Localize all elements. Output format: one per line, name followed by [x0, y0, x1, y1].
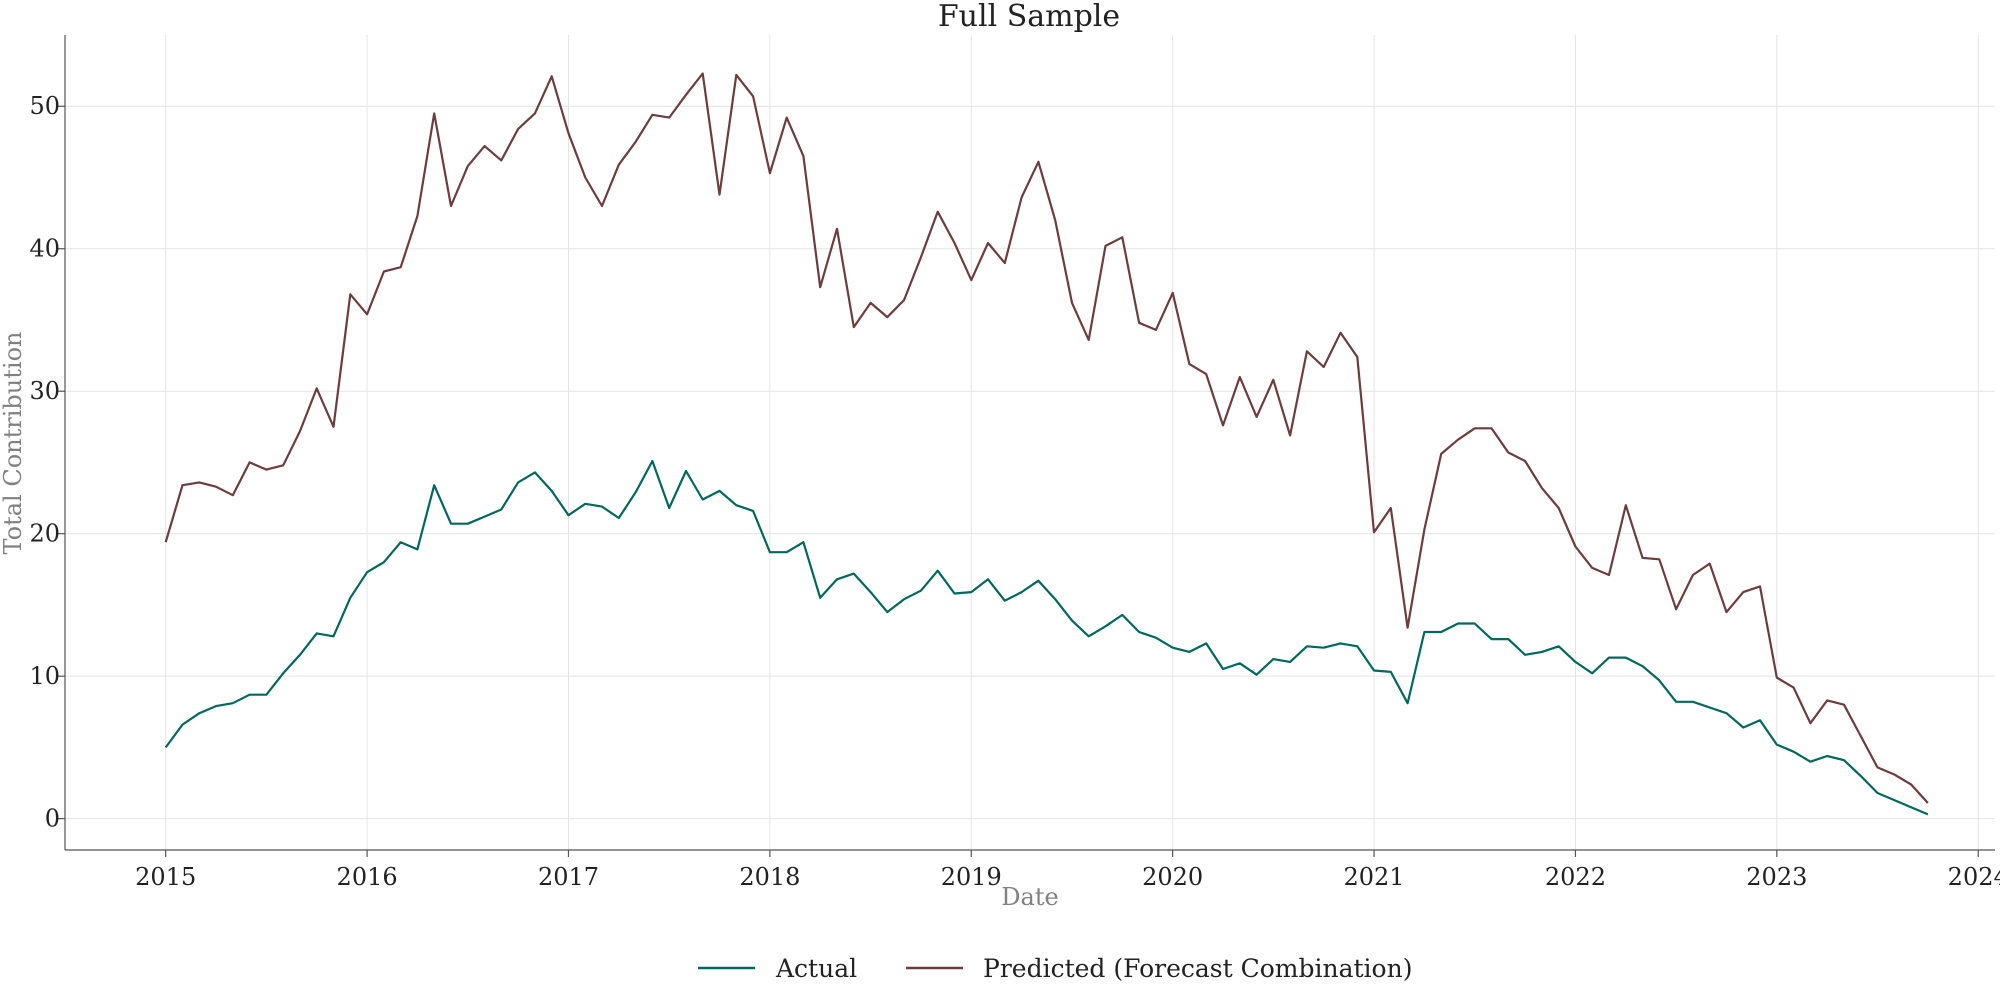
x-tick-label: 2024	[1948, 863, 2000, 891]
x-tick-label: 2021	[1344, 863, 1405, 891]
y-axis-ticks: 0 10 20 30 40 50	[29, 92, 65, 833]
series-line-actual	[164, 459, 1929, 816]
x-tick-label: 2015	[135, 863, 196, 891]
y-tick-label: 0	[45, 805, 60, 833]
y-tick-label: 30	[29, 377, 60, 405]
series-line-predicted	[164, 72, 1929, 804]
x-tick-label: 2018	[739, 863, 800, 891]
y-tick-label: 50	[29, 92, 60, 120]
x-tick-label: 2016	[337, 863, 398, 891]
x-tick-label: 2022	[1545, 863, 1606, 891]
x-tick-label: 2023	[1746, 863, 1807, 891]
y-tick-label: 40	[29, 235, 60, 263]
x-tick-label: 2019	[941, 863, 1002, 891]
legend-label-predicted: Predicted (Forecast Combination)	[983, 954, 1412, 983]
y-axis-label: Total Contribution	[0, 332, 27, 555]
x-tick-label: 2020	[1142, 863, 1203, 891]
y-tick-label: 20	[29, 520, 60, 548]
x-axis-label: Date	[1001, 883, 1058, 911]
x-axis-ticks: 2015 2016 2017 2018 2019 2020 2021 2022 2023 2024	[135, 850, 2000, 891]
chart-title: Full Sample	[938, 0, 1120, 34]
axes	[64, 35, 1995, 851]
series-lines	[164, 72, 1929, 816]
legend-label-actual: Actual	[775, 954, 857, 983]
legend: Actual Predicted (Forecast Combination)	[698, 954, 1412, 983]
y-tick-label: 10	[29, 662, 60, 690]
grid	[65, 35, 1995, 850]
x-tick-label: 2017	[538, 863, 599, 891]
